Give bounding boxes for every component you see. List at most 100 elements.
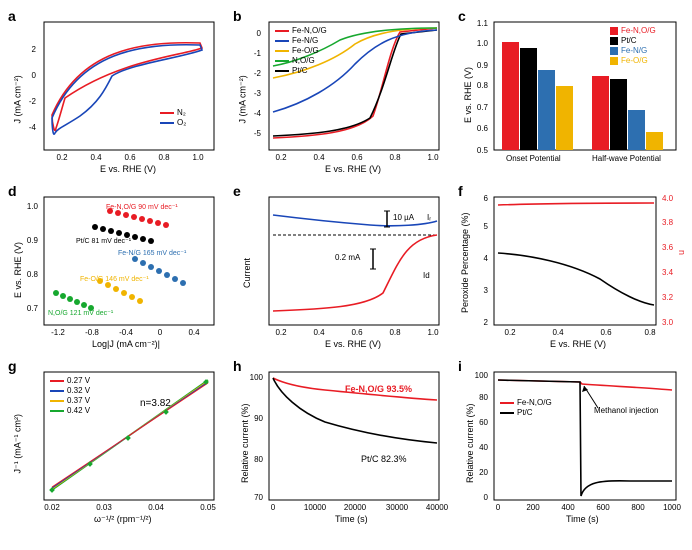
svg-text:0.6: 0.6 [351,328,363,337]
svg-text:1.0: 1.0 [27,202,39,211]
svg-text:-4: -4 [29,123,37,132]
panel-f-ylabel-r: n [677,250,687,270]
svg-text:0: 0 [257,29,262,38]
svg-text:0: 0 [484,493,489,502]
legend-i-fenog: Fe-N,O/G [500,398,552,407]
svg-text:1000: 1000 [663,503,681,512]
panel-i-legend: Fe-N,O/G Pt/C [500,398,552,418]
svg-text:3.2: 3.2 [662,293,674,302]
svg-text:3.6: 3.6 [662,243,674,252]
svg-text:-0.8: -0.8 [85,328,99,337]
svg-text:1.0: 1.0 [192,153,204,162]
panel-f-xlabel: E vs. RHE (V) [550,339,606,349]
svg-text:600: 600 [596,503,610,512]
tafel-nog: N,O/G 121 mV dec⁻¹ [48,309,113,317]
panel-e-plot: 0.2 0.4 0.6 0.8 1.0 [225,183,450,358]
svg-text:0.4: 0.4 [313,153,325,162]
svg-text:0.04: 0.04 [148,503,164,512]
svg-text:3.0: 3.0 [662,318,674,327]
id-label: Id [423,271,430,280]
panel-c: c 0.5 0.6 0.7 0.8 0.9 1.0 1.1 Onset Pote… [450,8,690,183]
svg-text:30000: 30000 [386,503,409,512]
svg-text:-1: -1 [254,49,262,58]
svg-text:0.4: 0.4 [90,153,102,162]
panel-e-ylabel: Current [242,228,252,288]
panel-h: h 70 80 90 100 0 10000 20000 30000 40000… [225,358,450,533]
legend-g-037: 0.37 V [50,396,90,405]
panel-f-ylabel-l: Peroxide Percentage (%) [460,203,470,313]
svg-text:0.7: 0.7 [477,103,489,112]
svg-text:-3: -3 [254,89,262,98]
svg-text:0.6: 0.6 [600,328,612,337]
id-scale: 0.2 mA [335,253,360,262]
legend-c-feng: Fe-N/G [610,46,656,55]
panel-a-legend: N₂ O₂ [160,108,186,128]
svg-text:90: 90 [254,414,263,423]
svg-text:800: 800 [631,503,645,512]
svg-text:80: 80 [479,393,488,402]
legend-o2: O₂ [160,118,186,127]
svg-text:0.2: 0.2 [504,328,516,337]
ir-scale: 10 µA [393,213,414,222]
svg-text:1.0: 1.0 [427,328,439,337]
panel-b-xlabel: E vs. RHE (V) [325,164,381,174]
svg-text:0.4: 0.4 [552,328,564,337]
svg-text:0.6: 0.6 [477,124,489,133]
svg-text:1.0: 1.0 [427,153,439,162]
panel-g-ylabel: J⁻¹ (mA⁻¹ cm²) [13,394,24,474]
panel-c-ylabel: E vs. RHE (V) [463,43,473,123]
svg-text:4.0: 4.0 [662,194,674,203]
svg-text:0.8: 0.8 [27,270,39,279]
svg-text:-5: -5 [254,129,262,138]
panel-c-xlabel-2: Half-wave Potential [592,154,661,163]
legend-fenog: Fe-N,O/G [275,26,327,35]
svg-text:2: 2 [32,45,37,54]
svg-text:0.8: 0.8 [389,153,401,162]
svg-text:20000: 20000 [344,503,367,512]
legend-i-ptc: Pt/C [500,408,552,417]
tafel-fenog: Fe-N,O/G 90 mV dec⁻¹ [106,203,178,211]
panel-i: i 0 20 40 60 80 100 0 200 400 600 800 10… [450,358,690,533]
svg-text:0.5: 0.5 [477,146,489,155]
panel-b-ylabel: J (mA cm⁻²) [238,44,249,124]
svg-text:0.9: 0.9 [477,61,489,70]
legend-nog: N,O/G [275,56,327,65]
svg-text:100: 100 [475,371,489,380]
svg-text:20: 20 [479,468,488,477]
svg-text:1.0: 1.0 [477,39,489,48]
panel-h-fenog: Fe-N,O/G 93.5% [345,384,412,394]
ir-label: Iᵣ [427,213,431,222]
svg-text:0: 0 [496,503,501,512]
legend-g-042: 0.42 V [50,406,90,415]
svg-text:0: 0 [271,503,276,512]
panel-g-legend: 0.27 V 0.32 V 0.37 V 0.42 V [50,376,90,416]
svg-text:0.6: 0.6 [124,153,136,162]
svg-text:-2: -2 [254,69,262,78]
legend-c-ptc: Pt/C [610,36,656,45]
svg-text:2: 2 [484,318,489,327]
panel-g-xlabel: ω⁻¹/² (rpm⁻¹/²) [94,514,152,525]
svg-text:0.02: 0.02 [44,503,60,512]
tafel-ptc: Pt/C 81 mV dec⁻¹ [76,237,131,245]
svg-text:-1.2: -1.2 [51,328,65,337]
panel-d-xlabel: Log|J (mA cm⁻²)| [92,339,160,350]
svg-text:4: 4 [484,254,489,263]
svg-text:0.8: 0.8 [644,328,656,337]
svg-text:0: 0 [158,328,163,337]
svg-text:-0.4: -0.4 [119,328,133,337]
tafel-feng: Fe-N/G 165 mV dec⁻¹ [118,249,186,257]
panel-a: a -4 -2 0 2 0.2 0.4 0.6 0.8 1.0 N₂ O₂ J … [0,8,225,183]
svg-text:0.05: 0.05 [200,503,216,512]
legend-c-feog: Fe-O/G [610,56,656,65]
panel-e-xlabel: E vs. RHE (V) [325,339,381,349]
svg-text:6: 6 [484,194,489,203]
panel-g-n: n=3.82 [140,398,171,409]
svg-text:0.9: 0.9 [27,236,39,245]
panel-f: f 2 3 4 5 6 3.0 3.2 3.4 3.6 3.8 4.0 0.2 … [450,183,690,358]
panel-i-ylabel: Relative current (%) [465,383,475,483]
panel-a-ylabel: J (mA cm⁻²) [13,44,24,124]
panel-b: b -5 -4 -3 -2 -1 0 0.2 0.4 0.6 0.8 1.0 F… [225,8,450,183]
svg-text:-2: -2 [29,97,37,106]
panel-c-xlabel-1: Onset Potential [506,154,561,163]
svg-text:0.6: 0.6 [351,153,363,162]
